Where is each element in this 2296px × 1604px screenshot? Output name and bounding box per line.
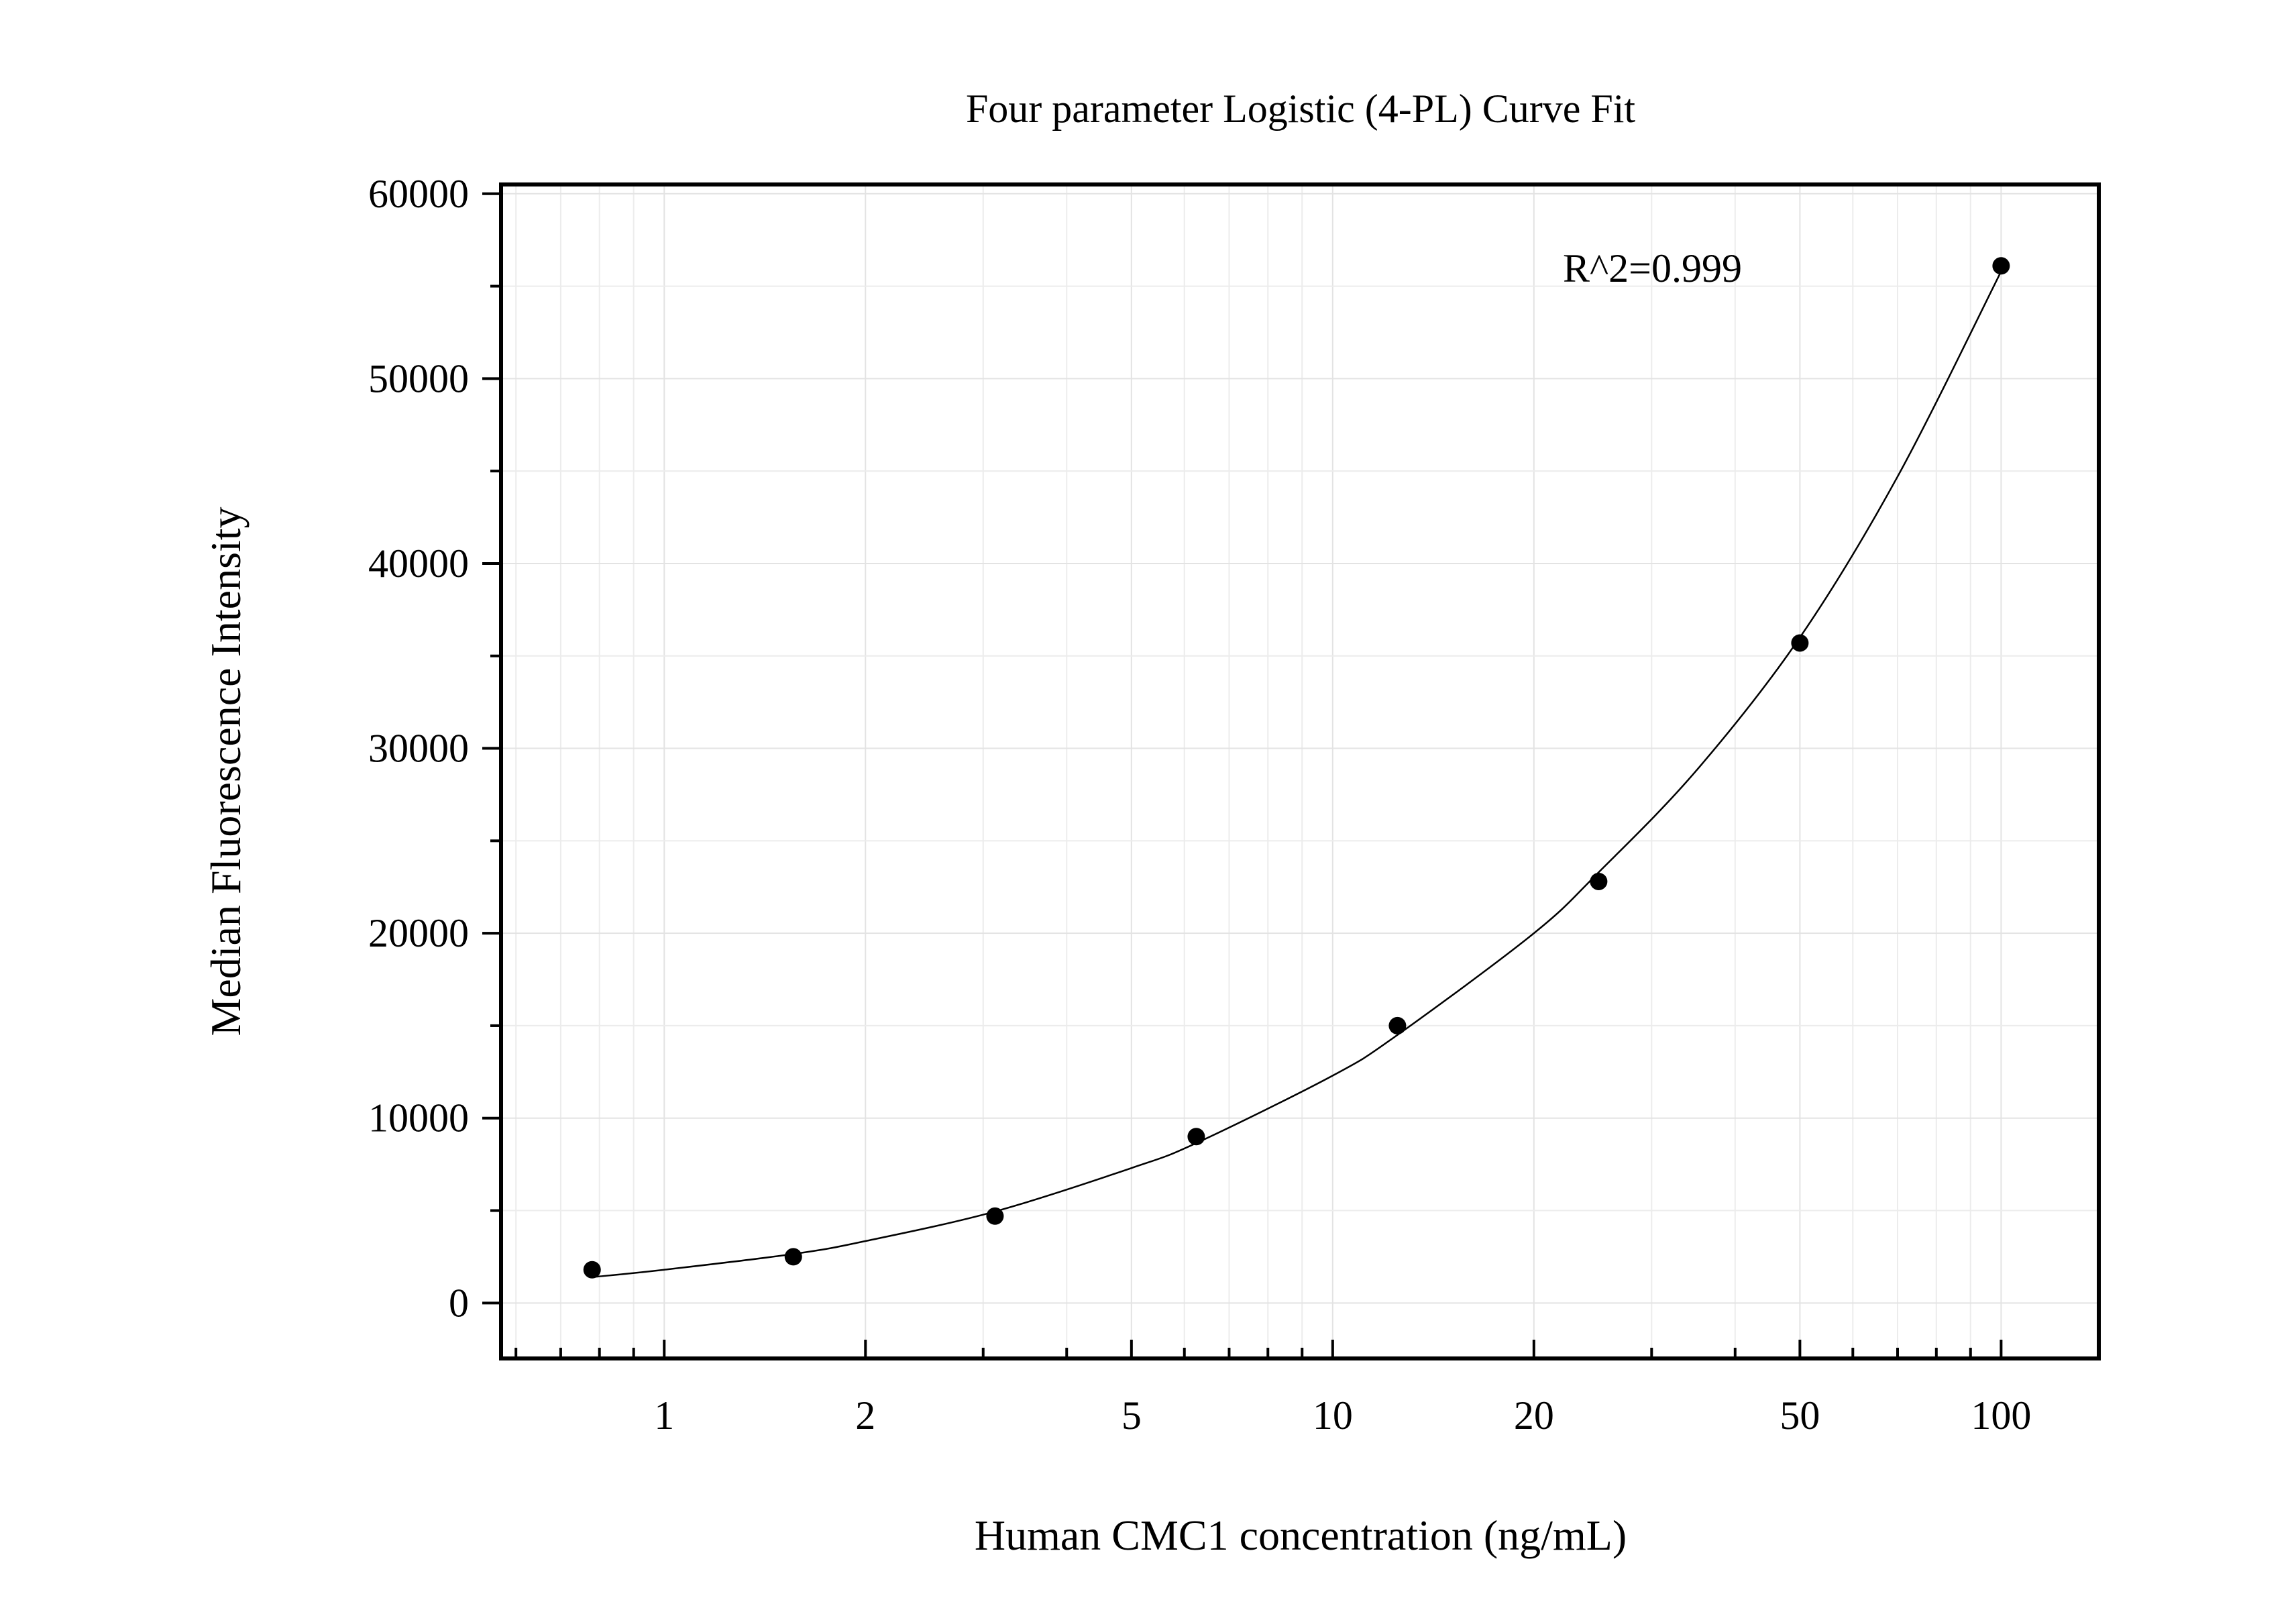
y-axis-label: Median Fluorescence Intensity	[202, 506, 250, 1036]
y-tick-label: 60000	[368, 172, 469, 216]
y-tick-label: 20000	[368, 911, 469, 955]
data-point	[1388, 1016, 1407, 1034]
y-tick-label: 10000	[368, 1096, 469, 1140]
y-tick-label: 30000	[368, 727, 469, 771]
data-point	[1590, 872, 1608, 890]
x-tick-label: 20	[1514, 1393, 1554, 1438]
data-points-layer	[583, 257, 2010, 1279]
y-tick-label: 50000	[368, 356, 469, 400]
x-tick-label: 1	[654, 1393, 674, 1438]
y-tick-label: 0	[449, 1281, 469, 1325]
x-tick-label: 50	[1780, 1393, 1820, 1438]
x-tick-label: 100	[1971, 1393, 2031, 1438]
x-axis-label: Human CMC1 concentration (ng/mL)	[975, 1511, 1627, 1559]
chart-title: Four parameter Logistic (4-PL) Curve Fit	[966, 87, 1635, 131]
x-tick-label: 10	[1313, 1393, 1353, 1438]
grid	[501, 184, 2099, 1358]
plot-frame	[499, 182, 2101, 1360]
data-point	[1791, 634, 1809, 652]
x-tick-label: 2	[855, 1393, 875, 1438]
data-point	[784, 1248, 802, 1266]
x-tick-label: 5	[1122, 1393, 1142, 1438]
fit-curve	[592, 270, 2002, 1278]
r-squared-annotation: R^2=0.999	[1563, 246, 1742, 290]
y-tick-label: 40000	[368, 541, 469, 586]
axis-ticks	[482, 192, 2003, 1358]
data-point	[1992, 257, 2010, 275]
data-point	[1187, 1128, 1205, 1146]
tick-labels: 1 2 5 10 20 50 100 0 10000 20000 30000 40000 50000 60…	[368, 172, 2031, 1438]
data-point	[986, 1207, 1004, 1225]
data-point	[583, 1261, 601, 1279]
fit-curve-layer	[592, 270, 2002, 1278]
